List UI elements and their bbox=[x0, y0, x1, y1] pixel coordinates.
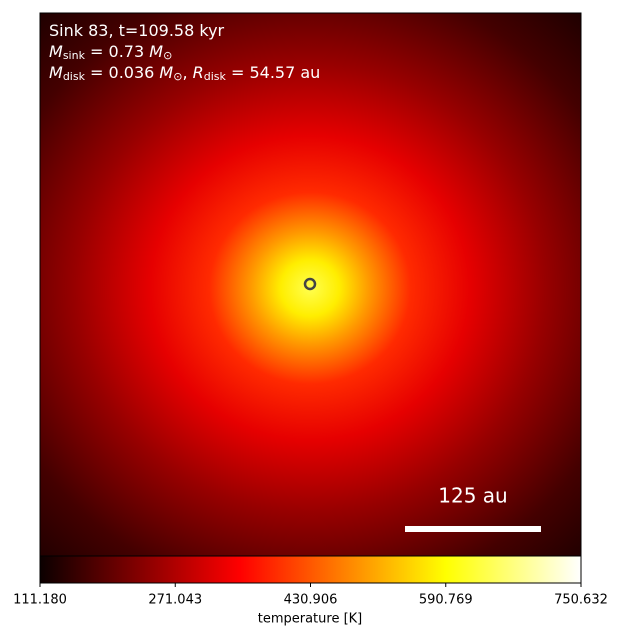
colorbar bbox=[39, 555, 582, 584]
annotation-part: sink bbox=[63, 49, 86, 62]
sink-marker bbox=[303, 277, 317, 291]
annotation-part: = 0.73 bbox=[85, 42, 149, 61]
annotation-part: M bbox=[49, 63, 63, 82]
annotation-part: Sink 83, t=109.58 kyr bbox=[49, 21, 225, 40]
annotation-part: ⊙ bbox=[173, 70, 182, 83]
annotation-part: ⊙ bbox=[163, 49, 172, 62]
annotation-part: = 54.57 au bbox=[226, 63, 320, 82]
temperature-map bbox=[40, 13, 581, 556]
colorbar-tick-label: 750.632 bbox=[554, 593, 608, 608]
colorbar-tick-label: 111.180 bbox=[13, 593, 67, 608]
annotation-part: M bbox=[49, 42, 63, 61]
colorbar-tick-label: 430.906 bbox=[284, 593, 338, 608]
annotation-part: M bbox=[149, 42, 163, 61]
colorbar-label: temperature [K] bbox=[258, 612, 363, 627]
annotation-part: R bbox=[193, 63, 204, 82]
annotation-part: disk bbox=[204, 70, 227, 83]
scale-bar-label: 125 au bbox=[438, 484, 507, 508]
annotation: Mdisk = 0.036 M⊙, Rdisk = 54.57 au bbox=[49, 63, 320, 84]
annotation: Sink 83, t=109.58 kyr bbox=[49, 21, 225, 40]
annotation-part: M bbox=[159, 63, 173, 82]
annotation-part: = 0.036 bbox=[85, 63, 159, 82]
colorbar-tick-label: 271.043 bbox=[148, 593, 202, 608]
annotation-part: disk bbox=[63, 70, 86, 83]
colorbar-tick-label: 590.769 bbox=[419, 593, 473, 608]
annotation-part: , bbox=[182, 63, 192, 82]
annotation: Msink = 0.73 M⊙ bbox=[49, 42, 172, 63]
